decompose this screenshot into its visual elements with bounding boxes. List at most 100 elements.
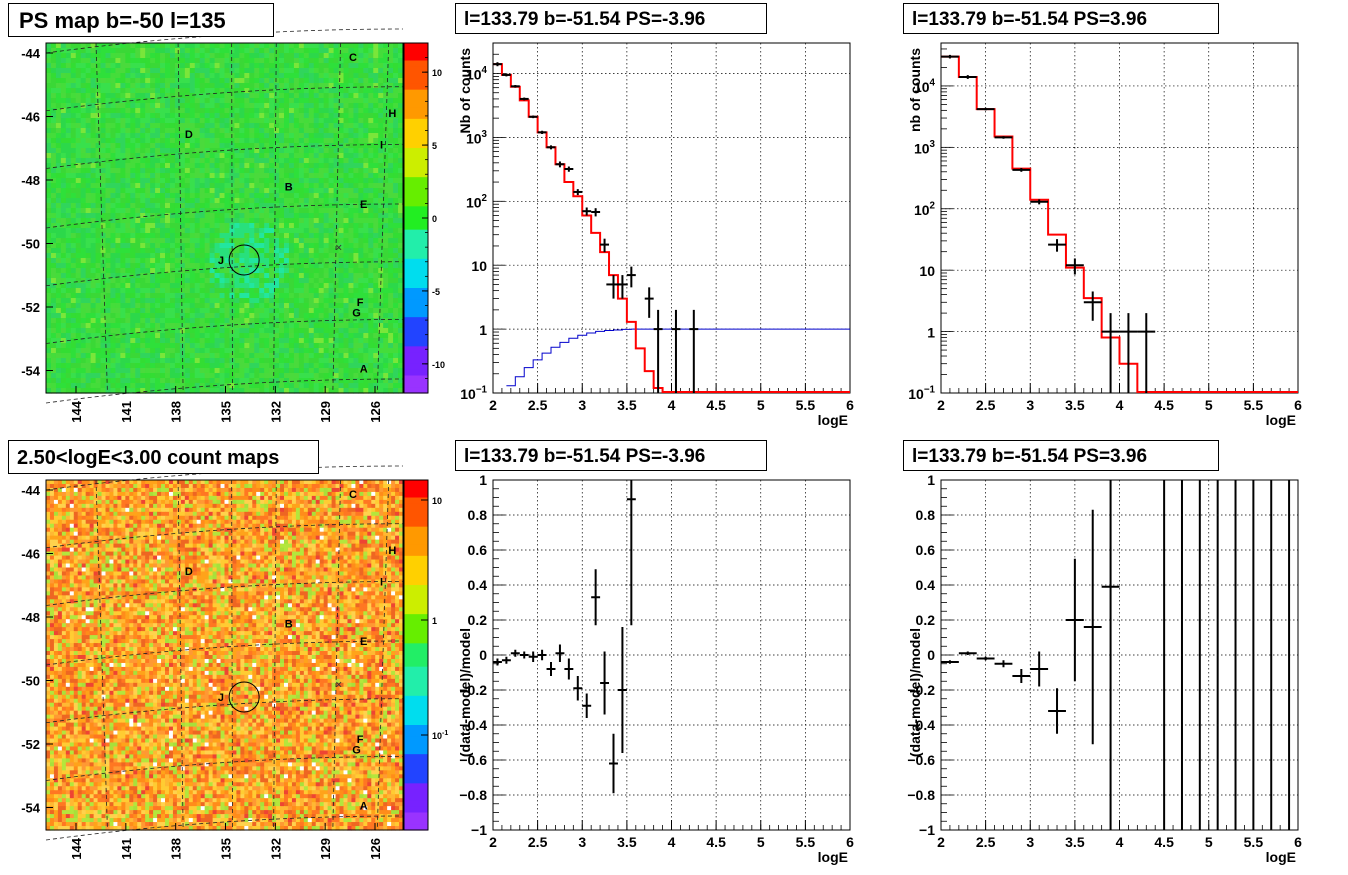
map-x-tick-label: 135 xyxy=(219,401,234,423)
colorbar-tick-label: 0 xyxy=(432,214,437,224)
map-source-label: B xyxy=(285,182,293,194)
map-y-tick-label: -46 xyxy=(21,110,40,125)
map-x-tick-label: 132 xyxy=(268,401,283,423)
map-x-tick-label: 129 xyxy=(318,401,333,423)
map-y-tick-label: -46 xyxy=(21,547,40,562)
y-tick-label: −1 xyxy=(471,822,487,838)
map-source-label: E xyxy=(360,636,367,648)
map-x-tick-label: 132 xyxy=(268,838,283,860)
colorbar-tick-label: 10 xyxy=(432,496,442,506)
map-source-label: J xyxy=(218,255,224,267)
x-tick-label: 6 xyxy=(846,397,854,413)
y-tick-label: 1 xyxy=(927,325,935,341)
colorbar-tick-label: -5 xyxy=(432,287,440,297)
y-tick-label: 10 xyxy=(919,263,935,279)
x-tick-label: 3.5 xyxy=(1065,834,1085,850)
x-tick-label: 2.5 xyxy=(528,397,548,413)
source-marker-circle xyxy=(228,681,260,713)
map-y-tick-label: -44 xyxy=(21,46,41,61)
spectrum-pos-title: l=133.79 b=-51.54 PS=3.96 xyxy=(903,3,1219,34)
y-tick-label: 10 xyxy=(471,258,487,274)
y-tick-label: −0.4 xyxy=(459,717,487,733)
x-tick-label: 3 xyxy=(1026,397,1034,413)
x-tick-label: 4 xyxy=(668,397,676,413)
x-tick-label: 2 xyxy=(489,397,497,413)
x-tick-label: 5.5 xyxy=(796,834,816,850)
y-tick-label: −0.2 xyxy=(459,682,487,698)
map-source-label: A xyxy=(360,801,368,813)
y-tick-label: −0.8 xyxy=(459,787,487,803)
x-tick-label: 4 xyxy=(1116,834,1124,850)
data-points xyxy=(493,62,699,393)
y-tick-label: 0.2 xyxy=(468,612,488,628)
y-tick-label: 0.4 xyxy=(468,577,488,593)
ps-map-title: PS map b=-50 l=135 xyxy=(8,3,274,37)
x-axis-label: logE xyxy=(1266,412,1296,428)
plot-grid xyxy=(941,480,1298,830)
map-y-tick-label: -48 xyxy=(21,610,40,625)
x-tick-label: 4.5 xyxy=(1154,834,1174,850)
x-tick-label: 2.5 xyxy=(528,834,548,850)
colorbar-tick-label: 5 xyxy=(432,141,437,151)
x-tick-label: 5.5 xyxy=(1244,397,1264,413)
map-source-label: A xyxy=(360,364,368,376)
y-tick-label: 1 xyxy=(927,472,935,488)
map-y-tick-label: -48 xyxy=(21,173,40,188)
map-source-label: C xyxy=(349,52,357,64)
x-tick-label: 6 xyxy=(1294,397,1302,413)
y-axis-label: (data-model)/model xyxy=(907,628,923,757)
map-x-tick-label: 129 xyxy=(318,838,333,860)
map-y-tick-label: -44 xyxy=(21,483,41,498)
map-source-label: G xyxy=(352,745,361,757)
y-axis-label: Nb of counts xyxy=(457,48,473,134)
y-tick-label: 0 xyxy=(927,647,935,663)
y-tick-label: 10−1 xyxy=(460,385,487,402)
y-tick-label: 104 xyxy=(914,78,936,95)
spectrum-neg-title: l=133.79 b=-51.54 PS=-3.96 xyxy=(455,3,767,34)
colorbar xyxy=(404,43,428,394)
map-frame xyxy=(45,42,404,394)
colorbar-frame xyxy=(403,479,429,831)
y-tick-label: 0.6 xyxy=(468,542,488,558)
map-x-tick-label: 141 xyxy=(119,401,134,423)
colorbar-tick-label: -10 xyxy=(432,360,445,370)
colorbar-tick-label: 10-1 xyxy=(432,730,448,741)
map-x-tick-label: 135 xyxy=(219,838,234,860)
y-tick-label: 104 xyxy=(466,65,488,82)
x-tick-label: 4 xyxy=(668,834,676,850)
x-tick-label: 5 xyxy=(757,397,765,413)
y-tick-label: 0.8 xyxy=(468,507,488,523)
efficiency-line xyxy=(506,328,850,387)
residual-pos-title: l=133.79 b=-51.54 PS=3.96 xyxy=(903,440,1219,471)
map-source-label: I xyxy=(380,140,383,152)
map-source-label: J xyxy=(218,692,224,704)
x-tick-label: 5 xyxy=(757,834,765,850)
x-tick-label: 4 xyxy=(1116,397,1124,413)
map-x-tick-label: 141 xyxy=(119,838,134,860)
x-tick-label: 5 xyxy=(1205,397,1213,413)
map-source-label: F xyxy=(357,734,364,746)
y-tick-label: 0.2 xyxy=(916,612,936,628)
map-source-label: D xyxy=(185,129,193,141)
map-source-label: H xyxy=(388,108,396,120)
y-axis-label: (data-model)/model xyxy=(457,628,473,757)
x-axis-label: logE xyxy=(818,849,848,865)
plot-grid xyxy=(493,480,850,830)
residual-points xyxy=(941,480,1291,830)
x-tick-label: 3 xyxy=(578,397,586,413)
x-tick-label: 6 xyxy=(1294,834,1302,850)
x-tick-label: 2 xyxy=(937,397,945,413)
map-source-label: E xyxy=(360,199,367,211)
map-x-tick-label: 138 xyxy=(169,838,184,860)
map-source-label: D xyxy=(185,566,193,578)
y-tick-label: 102 xyxy=(914,200,936,217)
map-x-tick-label: 144 xyxy=(69,400,84,422)
map-source-label: G xyxy=(352,308,361,320)
x-tick-label: 5.5 xyxy=(1244,834,1264,850)
map-y-tick-label: -54 xyxy=(21,364,41,379)
map-y-tick-label: -50 xyxy=(21,237,40,252)
x-tick-label: 3.5 xyxy=(617,834,637,850)
x-tick-label: 4.5 xyxy=(706,834,726,850)
source-marker-cross: × xyxy=(335,240,342,254)
